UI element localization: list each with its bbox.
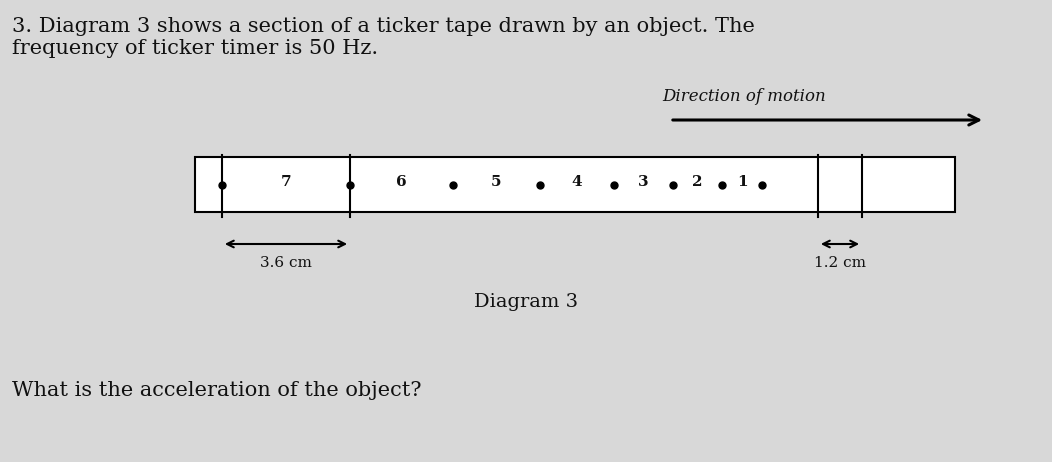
Text: 3. Diagram 3 shows a section of a ticker tape drawn by an object. The
frequency : 3. Diagram 3 shows a section of a ticker…	[12, 17, 755, 58]
Text: 1.2 cm: 1.2 cm	[814, 256, 866, 270]
Text: Direction of motion: Direction of motion	[662, 88, 826, 105]
Bar	[195, 157, 955, 212]
Text: Diagram 3: Diagram 3	[474, 293, 578, 311]
Text: 6: 6	[396, 176, 406, 189]
Text: What is the acceleration of the object?: What is the acceleration of the object?	[12, 381, 422, 400]
Text: 2: 2	[692, 176, 703, 189]
Text: 1: 1	[736, 176, 747, 189]
Text: 7: 7	[281, 176, 291, 189]
Text: 3: 3	[638, 176, 648, 189]
Text: 3.6 cm: 3.6 cm	[260, 256, 312, 270]
Text: 4: 4	[571, 176, 583, 189]
Text: 5: 5	[490, 176, 501, 189]
